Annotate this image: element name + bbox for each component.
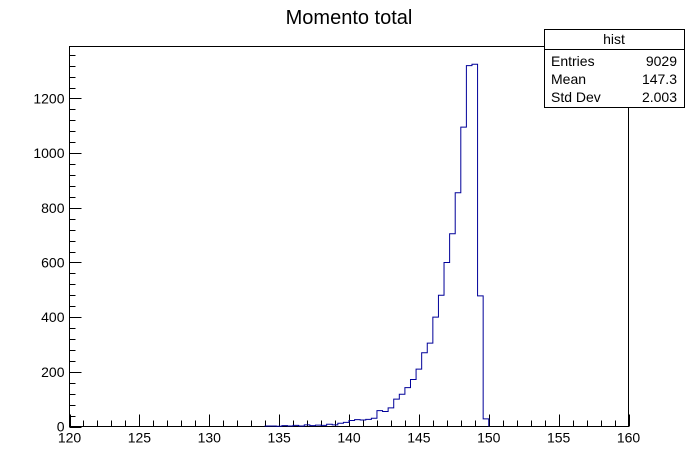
stats-value-mean: 147.3: [642, 71, 677, 87]
stats-label-stddev: Std Dev: [551, 89, 601, 105]
y-tick-label: 1000: [33, 145, 64, 161]
x-tick-label: 135: [267, 430, 291, 446]
histogram-bin: [427, 343, 433, 426]
histogram-bin: [433, 317, 439, 426]
histogram-outline: [264, 63, 490, 427]
stats-value-stddev: 2.003: [642, 89, 677, 105]
histogram-bin: [371, 418, 377, 426]
histogram-bin: [461, 127, 467, 426]
x-tick-label: 140: [337, 430, 361, 446]
histogram-bin: [383, 411, 389, 426]
x-tick-label: 150: [477, 430, 501, 446]
histogram-bin: [455, 193, 461, 427]
histogram-bin: [394, 399, 400, 426]
histogram-bin: [343, 422, 349, 426]
y-tick-label: 200: [41, 364, 65, 380]
stats-box-title: hist: [603, 31, 625, 47]
stats-value-entries: 9029: [646, 53, 677, 69]
axis-ticks: [69, 55, 630, 428]
x-tick-label: 160: [617, 430, 641, 446]
stats-label-entries: Entries: [551, 53, 595, 69]
histogram-bin: [483, 419, 489, 427]
histogram-bins: [265, 64, 489, 426]
x-tick-label: 120: [58, 430, 82, 446]
histogram-bin: [410, 379, 416, 426]
histogram-bin: [472, 64, 478, 426]
histogram-bin: [444, 262, 450, 426]
x-tick-label: 145: [407, 430, 431, 446]
axis-tick-labels: 120 125 130 135 140 145 150 155 160 0 200 400 600 800…: [33, 90, 640, 445]
y-tick-label: 400: [41, 309, 65, 325]
stats-label-mean: Mean: [551, 71, 586, 87]
y-tick-label: 600: [41, 254, 65, 270]
histogram-bin: [366, 419, 372, 426]
y-tick-label: 0: [57, 419, 65, 435]
stats-box: hist Entries 9029 Mean 147.3 Std Dev 2.0…: [544, 29, 685, 108]
y-tick-label: 1200: [33, 90, 64, 106]
chart-title: Momento total: [286, 7, 413, 29]
histogram-bin: [399, 394, 405, 426]
histogram-bin: [450, 234, 456, 427]
histogram-bin: [438, 295, 444, 426]
x-tick-label: 155: [547, 430, 571, 446]
histogram-bin: [355, 420, 361, 427]
stats-box-frame: [544, 29, 685, 108]
histogram-bin: [388, 408, 394, 427]
histogram-bin: [360, 420, 366, 427]
x-tick-label: 130: [198, 430, 222, 446]
histogram-bin: [478, 296, 484, 427]
x-tick-label: 125: [128, 430, 152, 446]
histogram-bin: [466, 66, 472, 427]
y-tick-label: 800: [41, 200, 65, 216]
histogram-bin: [422, 353, 428, 427]
histogram-bin: [416, 369, 422, 426]
